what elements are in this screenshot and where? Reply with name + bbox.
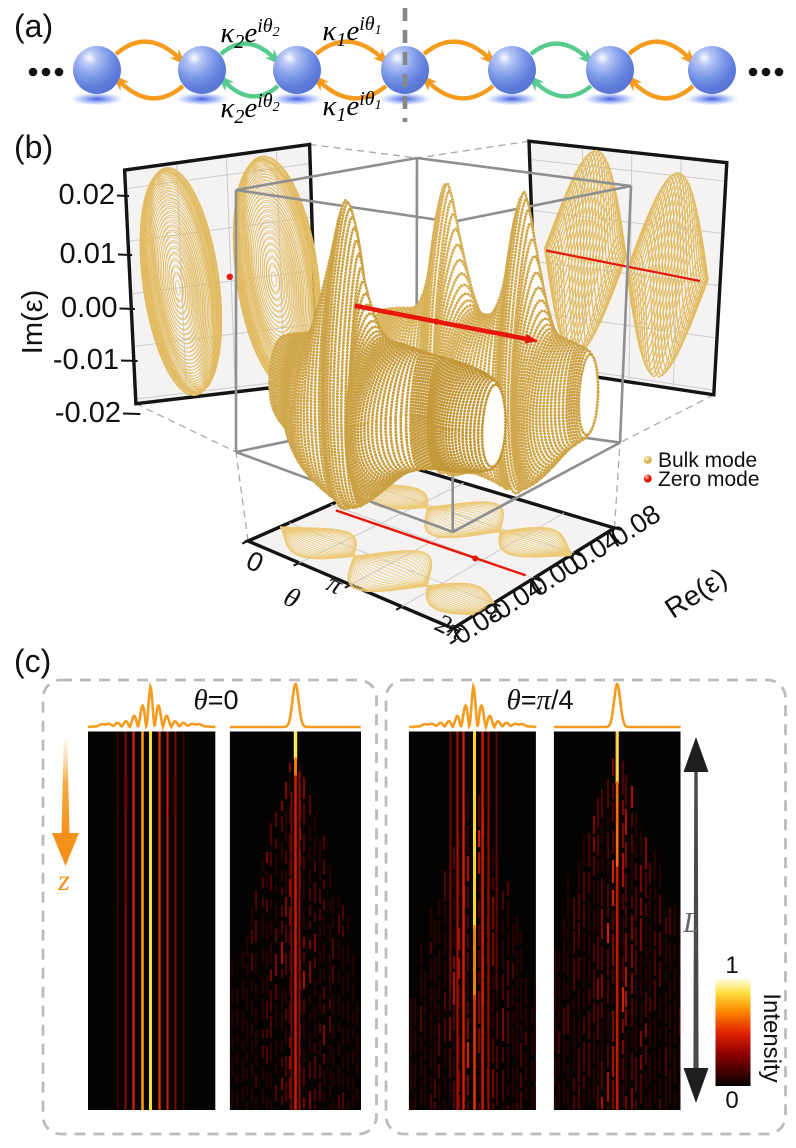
svg-text:-0.02: -0.02 xyxy=(55,397,121,429)
svg-text:0: 0 xyxy=(242,545,268,579)
svg-text:0.00: 0.00 xyxy=(61,292,117,324)
svg-text:Re(ε): Re(ε) xyxy=(659,562,732,624)
svg-text:κ2eiθ2: κ2eiθ2 xyxy=(220,90,279,128)
svg-text:θ: θ xyxy=(279,581,305,615)
svg-text:Bulk mode: Bulk mode xyxy=(658,449,757,472)
svg-text:L: L xyxy=(682,908,699,939)
svg-text:(b): (b) xyxy=(14,129,53,165)
svg-text:κ1eiθ1: κ1eiθ1 xyxy=(322,88,381,126)
svg-text:κ1eiθ1: κ1eiθ1 xyxy=(322,13,381,51)
svg-text:Intensity: Intensity xyxy=(758,993,785,1082)
svg-text:θ=π/4: θ=π/4 xyxy=(506,684,573,716)
svg-text:z: z xyxy=(57,864,70,897)
svg-text:0.01: 0.01 xyxy=(60,238,116,270)
svg-text:κ2eiθ2: κ2eiθ2 xyxy=(220,15,279,53)
svg-text:(c): (c) xyxy=(14,643,51,679)
svg-text:1: 1 xyxy=(725,952,738,979)
svg-text:Im(ε): Im(ε) xyxy=(17,290,49,354)
svg-text:0.02: 0.02 xyxy=(59,179,115,211)
svg-text:-0.01: -0.01 xyxy=(53,344,119,376)
svg-text:θ=0: θ=0 xyxy=(193,684,238,716)
svg-text:0: 0 xyxy=(725,1087,738,1114)
svg-text:(a): (a) xyxy=(14,8,53,44)
svg-text:Zero mode: Zero mode xyxy=(658,468,760,491)
